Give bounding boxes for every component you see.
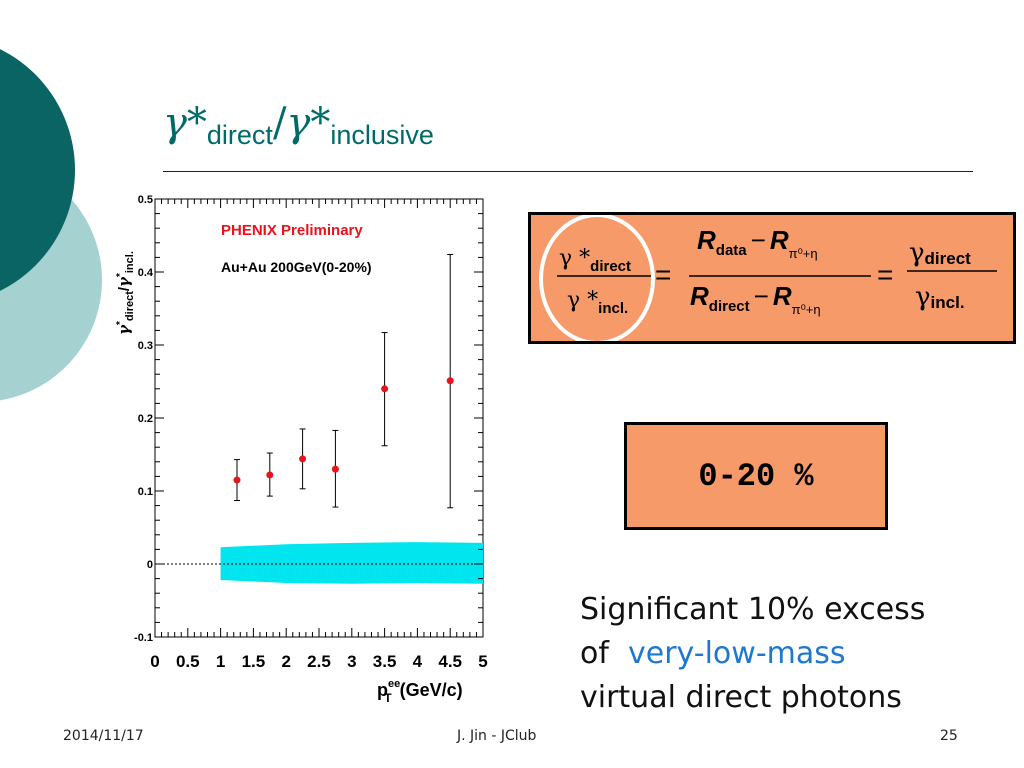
title-gamma-direct: γ* bbox=[163, 100, 207, 146]
formula-rhs-denominator: γincl. bbox=[915, 282, 965, 312]
x-tick-label: 4 bbox=[413, 652, 423, 671]
systematic-uncertainty-band bbox=[220, 542, 483, 584]
note-highlight: very-low-mass bbox=[628, 636, 846, 671]
formula-rhs-numerator: γdirect bbox=[909, 238, 971, 268]
x-tick-label: 3.5 bbox=[373, 652, 397, 671]
formula-equals-2: = bbox=[877, 259, 893, 290]
chart-container: 0 0.5 1 1.5 2 2.5 3 3.5 4 4.5 5 -0.1 0 0.1 0.2 0.3 0.4 0… bbox=[100, 183, 500, 715]
title-underline bbox=[163, 171, 973, 172]
formula-lhs-denominator: γ *incl. bbox=[567, 288, 628, 317]
y-tick-label: 0.2 bbox=[138, 413, 153, 425]
x-axis-title: pee T (GeV/c) bbox=[377, 678, 463, 705]
note-line-3: virtual direct photons bbox=[580, 680, 902, 715]
x-tick-label: 3 bbox=[347, 652, 356, 671]
formula-mid-numerator: Rdata − Rπ⁰+η bbox=[697, 225, 818, 261]
data-point bbox=[446, 377, 454, 385]
data-point bbox=[299, 455, 307, 463]
x-tick-label: 0 bbox=[150, 652, 159, 671]
footer-author: J. Jin - JClub bbox=[457, 728, 537, 744]
formula-lhs-numerator: γ *direct bbox=[559, 246, 631, 275]
centrality-box: 0-20 % bbox=[624, 422, 888, 530]
x-tick-label: 2 bbox=[281, 652, 290, 671]
note-line-2: of very-low-mass bbox=[580, 632, 925, 676]
ratio-chart: 0 0.5 1 1.5 2 2.5 3 3.5 4 4.5 5 -0.1 0 0.1 0.2 0.3 0.4 0… bbox=[115, 194, 488, 705]
footer-date: 2014/11/17 bbox=[63, 728, 144, 744]
x-tick-label: 5 bbox=[478, 652, 487, 671]
data-point bbox=[381, 385, 389, 393]
note-line-2-prefix: of bbox=[580, 636, 628, 671]
y-tick-label: 0.4 bbox=[138, 267, 154, 279]
annotation-system: Au+Au 200GeV(0-20%) bbox=[221, 259, 372, 275]
title-gamma-inclusive: γ* bbox=[286, 100, 331, 146]
data-point bbox=[331, 465, 339, 473]
formula-highlight-ellipse bbox=[539, 215, 655, 341]
data-point bbox=[233, 476, 241, 484]
note-line-1: Significant 10% excess bbox=[580, 592, 926, 627]
formula-equals-1: = bbox=[655, 259, 671, 290]
decorative-circle-dark bbox=[0, 49, 75, 291]
x-tick-label: 1 bbox=[216, 652, 225, 671]
title-sub-inclusive: inclusive bbox=[330, 120, 434, 150]
y-tick-label: 0.1 bbox=[138, 486, 153, 498]
title-sub-direct: direct bbox=[206, 120, 273, 150]
x-tick-label: 2.5 bbox=[307, 652, 331, 671]
formula-mid-denominator: Rdirect − Rπ⁰+η bbox=[690, 281, 821, 317]
excess-note: Significant 10% excess of very-low-mass … bbox=[580, 588, 925, 720]
x-tick-label: 4.5 bbox=[438, 652, 462, 671]
y-tick-label: -0.1 bbox=[134, 632, 153, 644]
annotation-phenix-preliminary: PHENIX Preliminary bbox=[221, 222, 363, 239]
data-point bbox=[266, 471, 274, 479]
y-axis-title: γ*direct/γ*incl. bbox=[115, 251, 136, 335]
decorative-circles bbox=[0, 49, 102, 401]
y-tick-label: 0 bbox=[147, 559, 153, 571]
y-tick-label: 0.3 bbox=[138, 340, 153, 352]
title-slash: / bbox=[272, 100, 287, 146]
x-tick-label: 0.5 bbox=[176, 652, 200, 671]
formula-box: γ *direct γ *incl. = Rdata − Rπ⁰+η Rdirect… bbox=[528, 212, 1016, 344]
footer-page-number: 25 bbox=[940, 728, 958, 744]
y-tick-label: 0.5 bbox=[138, 194, 153, 206]
x-tick-label: 1.5 bbox=[242, 652, 266, 671]
slide-title: γ*direct/γ*inclusive bbox=[163, 100, 434, 151]
